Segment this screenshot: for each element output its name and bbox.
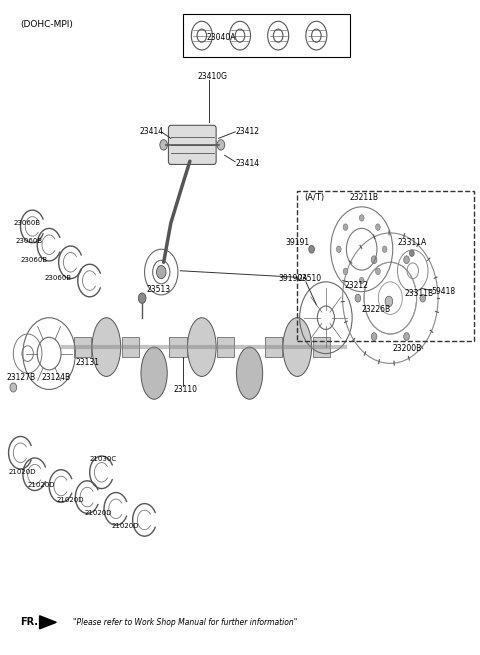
Text: 23311B: 23311B <box>405 289 434 298</box>
Circle shape <box>375 224 380 231</box>
Text: 23510: 23510 <box>297 274 322 283</box>
Text: "Please refer to Work Shop Manual for further information": "Please refer to Work Shop Manual for fu… <box>73 618 297 627</box>
Circle shape <box>375 268 380 274</box>
Circle shape <box>420 294 426 302</box>
Polygon shape <box>39 616 56 629</box>
Text: 21020D: 21020D <box>28 482 55 489</box>
Text: 23124B: 23124B <box>42 373 71 383</box>
Text: 23311A: 23311A <box>397 238 427 247</box>
Text: (DOHC-MPI): (DOHC-MPI) <box>21 20 73 29</box>
Circle shape <box>160 140 168 150</box>
Circle shape <box>385 296 393 307</box>
Circle shape <box>371 333 377 341</box>
Circle shape <box>10 383 17 392</box>
Text: 21020D: 21020D <box>85 510 112 515</box>
Bar <box>169 337 187 357</box>
Text: 23414: 23414 <box>140 127 164 136</box>
Bar <box>74 337 91 357</box>
Text: 23414: 23414 <box>235 159 259 168</box>
Text: 23410G: 23410G <box>197 72 227 81</box>
Circle shape <box>360 215 364 221</box>
Circle shape <box>409 250 414 256</box>
Text: 23060B: 23060B <box>13 220 40 226</box>
Bar <box>183 14 350 57</box>
Circle shape <box>382 246 387 252</box>
Text: 21020D: 21020D <box>9 469 36 476</box>
Text: 23131: 23131 <box>75 358 99 367</box>
Circle shape <box>343 268 348 274</box>
Ellipse shape <box>283 318 312 377</box>
Circle shape <box>404 256 409 264</box>
Circle shape <box>371 256 377 264</box>
Text: 39190A: 39190A <box>278 274 308 283</box>
Text: 39191: 39191 <box>285 238 310 247</box>
Circle shape <box>360 277 364 284</box>
Circle shape <box>138 293 146 303</box>
Circle shape <box>336 246 341 252</box>
Text: 23127B: 23127B <box>6 373 36 383</box>
Text: 21030C: 21030C <box>90 457 117 462</box>
Text: 23412: 23412 <box>235 127 259 136</box>
Text: 23040A: 23040A <box>206 33 236 42</box>
Text: 59418: 59418 <box>431 287 455 296</box>
FancyArrowPatch shape <box>42 620 52 624</box>
Bar <box>297 191 474 341</box>
Text: (A/T): (A/T) <box>304 193 324 202</box>
Circle shape <box>309 246 314 253</box>
Circle shape <box>355 294 361 302</box>
Bar <box>217 337 234 357</box>
Circle shape <box>156 265 166 278</box>
Text: 23060B: 23060B <box>16 238 43 244</box>
Circle shape <box>404 333 409 341</box>
Text: 23226B: 23226B <box>362 305 391 314</box>
FancyBboxPatch shape <box>168 125 216 164</box>
Text: 23060B: 23060B <box>21 257 48 263</box>
Bar <box>265 337 282 357</box>
Ellipse shape <box>237 347 263 400</box>
Text: 23110: 23110 <box>173 385 197 394</box>
Text: 23212: 23212 <box>345 280 369 290</box>
Ellipse shape <box>188 318 216 377</box>
Text: 23211B: 23211B <box>350 193 379 202</box>
Bar <box>312 337 330 357</box>
Text: 23060B: 23060B <box>44 275 72 281</box>
Circle shape <box>343 224 348 231</box>
Text: 21020D: 21020D <box>56 497 84 503</box>
Text: 21020D: 21020D <box>111 523 139 529</box>
Text: 23513: 23513 <box>147 285 171 294</box>
Circle shape <box>217 140 225 150</box>
Ellipse shape <box>141 347 167 400</box>
Ellipse shape <box>92 318 120 377</box>
Text: FR.: FR. <box>21 617 38 627</box>
Text: 23200B: 23200B <box>393 344 422 353</box>
Bar <box>121 337 139 357</box>
